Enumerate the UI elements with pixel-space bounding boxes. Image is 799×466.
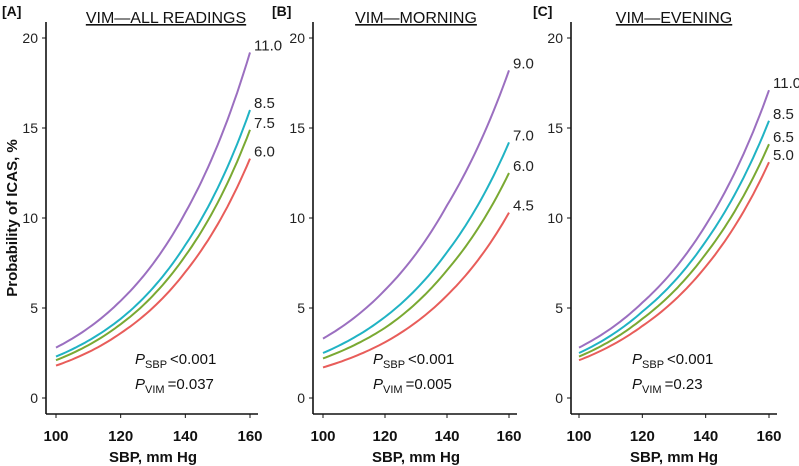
p-subscript: VIM	[145, 384, 165, 396]
series-end-label: 9.0	[513, 55, 534, 72]
p-subscript: SBP	[145, 359, 167, 371]
series-end-label: 4.5	[513, 198, 534, 215]
series-line-11.0	[55, 52, 251, 349]
p-value: <0.001	[170, 351, 216, 368]
x-tick-label: 100	[310, 428, 335, 445]
x-tick-label: 140	[434, 428, 459, 445]
p-value: <0.001	[408, 351, 454, 368]
y-tick-label: 5	[297, 300, 305, 316]
x-tick-label: 100	[43, 428, 68, 445]
series-line-6.0	[55, 158, 251, 367]
x-tick-label: 140	[173, 428, 198, 445]
series-line-8.5	[55, 109, 251, 358]
y-tick-label: 15	[22, 120, 38, 136]
p-symbol: P	[373, 351, 383, 368]
p-sbp-annotation: PSBP <0.001	[373, 351, 454, 371]
p-symbol: P	[373, 376, 383, 393]
x-axis-label: SBP, mm Hg	[372, 449, 460, 466]
y-tick-label: 10	[22, 210, 38, 226]
y-tick-label: 10	[289, 210, 305, 226]
series-end-label: 6.0	[254, 144, 275, 161]
x-tick-label: 160	[237, 428, 262, 445]
series-line-4.5	[322, 212, 510, 369]
series-line-7.5	[55, 129, 251, 362]
series-line-5.0	[578, 161, 770, 362]
p-subscript: SBP	[642, 359, 664, 371]
series-end-label: 7.5	[254, 115, 275, 132]
panel-b: [B] VIM—MORNING 0 5 10 15 20 100 120 140 160 SBP, m…	[272, 3, 534, 466]
y-tick-label: 20	[547, 30, 563, 46]
p-symbol: P	[632, 351, 642, 368]
p-symbol: P	[135, 376, 145, 393]
panel-title: VIM—MORNING	[355, 10, 477, 27]
y-tick-label: 0	[555, 390, 563, 406]
y-tick-label: 10	[547, 210, 563, 226]
x-tick-label: 160	[496, 428, 521, 445]
series-end-label: 11.0	[254, 37, 282, 54]
p-subscript: VIM	[642, 384, 662, 396]
y-tick-label: 20	[22, 30, 38, 46]
series-end-label: 6.5	[773, 129, 794, 146]
y-tick-label: 15	[547, 120, 563, 136]
p-value: <0.001	[667, 351, 713, 368]
series-line-7.0	[322, 141, 510, 354]
y-tick-label: 15	[289, 120, 305, 136]
series-line-11.0	[578, 89, 770, 349]
y-tick-label: 20	[289, 30, 305, 46]
series-line-6.0	[322, 172, 510, 360]
panel-letter: [B]	[272, 3, 291, 19]
x-tick-label: 120	[372, 428, 397, 445]
y-tick-label: 5	[555, 300, 563, 316]
panel-c: [C] VIM—EVENING 0 5 10 15 20 100 120 140 160 SBP, m…	[533, 3, 799, 466]
p-value: =0.23	[665, 376, 703, 393]
p-sbp-annotation: PSBP <0.001	[135, 351, 216, 371]
y-tick-label: 5	[30, 300, 38, 316]
series-end-label: 8.5	[254, 95, 275, 112]
p-symbol: P	[632, 376, 642, 393]
p-value: =0.037	[168, 376, 214, 393]
p-subscript: VIM	[383, 384, 403, 396]
panel-letter: [A]	[2, 3, 21, 19]
series-line-6.5	[578, 143, 770, 358]
x-tick-label: 160	[756, 428, 781, 445]
x-axis-label: SBP, mm Hg	[630, 449, 718, 466]
y-axis-label: Probability of ICAS, %	[4, 139, 21, 297]
p-symbol: P	[135, 351, 145, 368]
series-end-label: 11.0	[773, 75, 799, 92]
x-tick-label: 140	[693, 428, 718, 445]
p-subscript: SBP	[383, 359, 405, 371]
series-end-label: 7.0	[513, 127, 534, 144]
x-tick-label: 120	[108, 428, 133, 445]
p-vim-annotation: PVIM =0.037	[135, 376, 214, 396]
x-axis-label: SBP, mm Hg	[109, 449, 197, 466]
p-vim-annotation: PVIM =0.23	[632, 376, 703, 396]
p-value: =0.005	[406, 376, 452, 393]
panel-a: [A] VIM—ALL READINGS 0 5 10 15 20 100 120 140 160 S…	[2, 3, 282, 466]
panel-title: VIM—EVENING	[616, 10, 732, 27]
series-end-label: 5.0	[773, 147, 794, 164]
series-line-8.5	[578, 120, 770, 354]
p-sbp-annotation: PSBP <0.001	[632, 351, 713, 371]
x-tick-label: 120	[630, 428, 655, 445]
series-end-label: 6.0	[513, 158, 534, 175]
y-tick-label: 0	[30, 390, 38, 406]
y-tick-label: 0	[297, 390, 305, 406]
p-vim-annotation: PVIM =0.005	[373, 376, 452, 396]
series-end-label: 8.5	[773, 106, 794, 123]
panel-letter: [C]	[533, 3, 552, 19]
series-line-9.0	[322, 70, 510, 340]
panel-title: VIM—ALL READINGS	[86, 10, 246, 27]
x-tick-label: 100	[566, 428, 591, 445]
